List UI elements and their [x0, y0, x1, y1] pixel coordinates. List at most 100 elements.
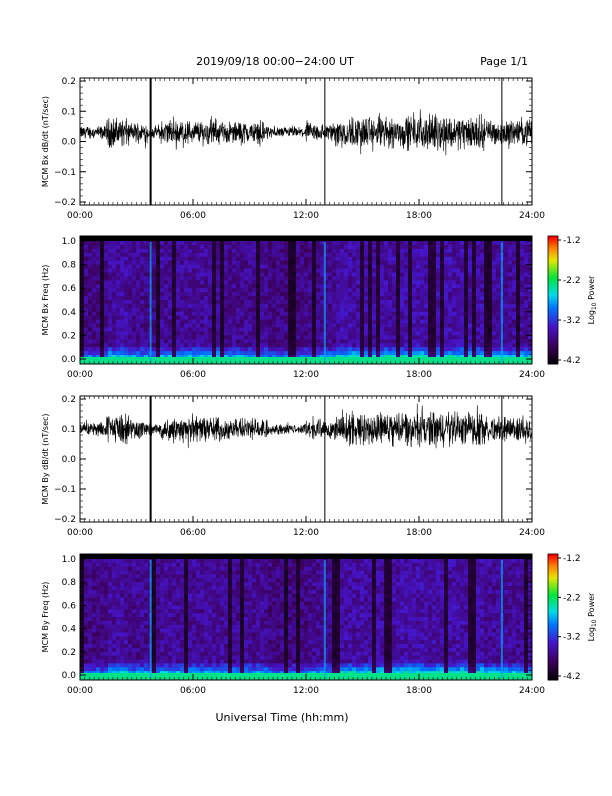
heatmap-cell: [516, 316, 520, 320]
heatmap-cell: [80, 582, 84, 586]
heatmap-cell: [388, 343, 392, 347]
heatmap-cell: [184, 245, 188, 249]
heatmap-cell: [192, 331, 196, 335]
heatmap-cell: [232, 241, 236, 245]
heatmap-cell: [164, 567, 168, 571]
heatmap-cell: [332, 265, 336, 269]
heatmap-cell: [188, 292, 192, 296]
heatmap-cell: [224, 269, 228, 273]
heatmap-cell: [300, 253, 304, 257]
heatmap-cell: [200, 343, 204, 347]
heatmap-cell: [140, 625, 144, 629]
heatmap-cell: [448, 320, 452, 324]
heatmap-cell: [460, 304, 464, 308]
heatmap-cell: [508, 331, 512, 335]
heatmap-cell: [364, 339, 368, 343]
heatmap-cell: [340, 324, 344, 328]
heatmap-cell: [400, 261, 404, 265]
y-tick-label: −0.2: [54, 515, 76, 525]
heatmap-cell: [88, 249, 92, 253]
heatmap-cell: [264, 343, 268, 347]
heatmap-cell: [276, 343, 280, 347]
heatmap-cell: [120, 300, 124, 304]
heatmap-cell: [272, 284, 276, 288]
heatmap-cell: [288, 316, 292, 320]
heatmap-cell: [120, 613, 124, 617]
heatmap-cell: [296, 261, 300, 265]
heatmap-cell: [168, 241, 172, 245]
heatmap-cell: [468, 269, 472, 273]
heatmap-cell: [408, 347, 412, 351]
heatmap-cell: [268, 328, 272, 332]
heatmap-cell: [128, 308, 132, 312]
heatmap-cell: [124, 328, 128, 332]
heatmap-cell: [316, 328, 320, 332]
heatmap-cell: [120, 636, 124, 640]
heatmap-cell: [436, 257, 440, 261]
heatmap-cell: [176, 324, 180, 328]
heatmap-cell: [292, 284, 296, 288]
heatmap-cell: [224, 300, 228, 304]
heatmap-cell: [84, 276, 88, 280]
heatmap-cell: [216, 261, 220, 265]
heatmap-cell: [356, 328, 360, 332]
heatmap-cell: [516, 245, 520, 249]
heatmap-cell: [388, 331, 392, 335]
heatmap-cell: [404, 253, 408, 257]
heatmap-cell: [160, 656, 164, 660]
heatmap-cell: [92, 304, 96, 308]
heatmap-cell: [112, 656, 116, 660]
heatmap-cell: [468, 320, 472, 324]
heatmap-cell: [128, 559, 132, 563]
heatmap-cell: [264, 269, 268, 273]
heatmap-cell: [424, 300, 428, 304]
heatmap-cell: [268, 245, 272, 249]
heatmap-cell: [352, 343, 356, 347]
heatmap-cell: [156, 636, 160, 640]
heatmap-cell: [300, 241, 304, 245]
heatmap-cell: [140, 339, 144, 343]
heatmap-cell: [228, 324, 232, 328]
heatmap-cell: [256, 324, 260, 328]
heatmap-cell: [236, 304, 240, 308]
heatmap-cell: [340, 351, 344, 355]
heatmap-cell: [464, 272, 468, 276]
heatmap-cell: [356, 316, 360, 320]
heatmap-cell: [368, 331, 372, 335]
heatmap-cell: [80, 598, 84, 602]
heatmap-cell: [268, 320, 272, 324]
heatmap-cell: [120, 335, 124, 339]
heatmap-cell: [124, 245, 128, 249]
heatmap-cell: [152, 316, 156, 320]
heatmap-cell: [176, 347, 180, 351]
heatmap-cell: [260, 296, 264, 300]
heatmap-cell: [280, 316, 284, 320]
heatmap-cell: [168, 567, 172, 571]
heatmap-cell: [156, 663, 160, 667]
heatmap-cell: [168, 559, 172, 563]
heatmap-cell: [80, 559, 84, 563]
heatmap-cell: [112, 563, 116, 567]
heatmap-cell: [116, 629, 120, 633]
heatmap-cell: [100, 265, 104, 269]
heatmap-cell: [284, 351, 288, 355]
heatmap-cell: [276, 328, 280, 332]
heatmap-cell: [400, 308, 404, 312]
heatmap-cell: [448, 296, 452, 300]
heatmap-cell: [240, 265, 244, 269]
heatmap-cell: [480, 245, 484, 249]
heatmap-cell: [456, 351, 460, 355]
heatmap-cell: [144, 288, 148, 292]
heatmap-cell: [108, 598, 112, 602]
heatmap-cell: [424, 253, 428, 257]
heatmap-cell: [128, 640, 132, 644]
heatmap-cell: [332, 308, 336, 312]
heatmap-cell: [444, 300, 448, 304]
heatmap-cell: [292, 292, 296, 296]
heatmap-cell: [140, 312, 144, 316]
heatmap-cell: [120, 312, 124, 316]
heatmap-cell: [152, 605, 156, 609]
heatmap-cell: [108, 632, 112, 636]
heatmap-cell: [96, 257, 100, 261]
heatmap-cell: [424, 343, 428, 347]
